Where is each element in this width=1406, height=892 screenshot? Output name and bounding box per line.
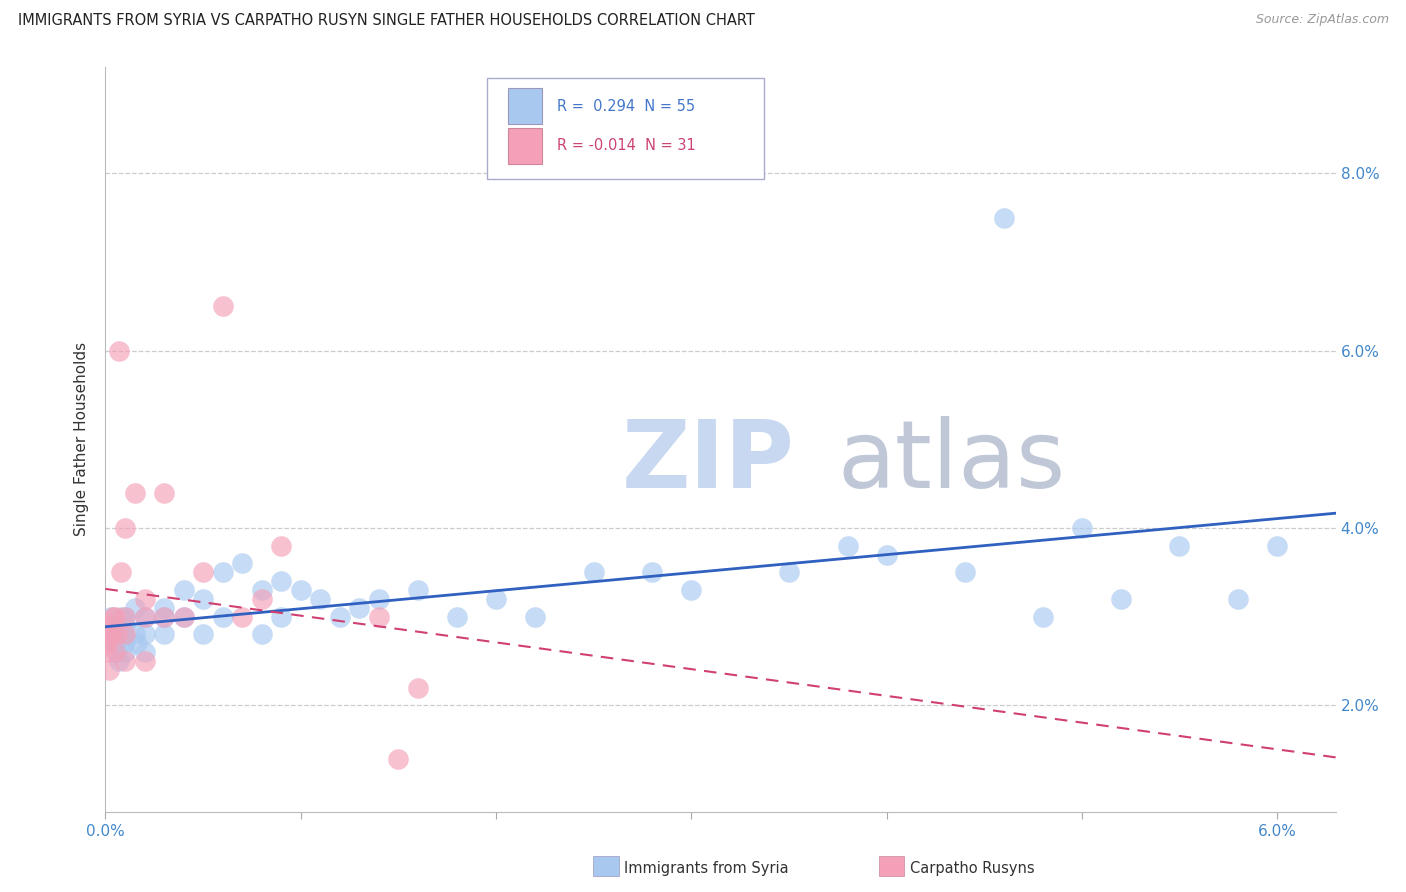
Point bbox=[309, 591, 332, 606]
Point bbox=[485, 591, 508, 606]
Point bbox=[105, 645, 128, 659]
Point bbox=[114, 627, 136, 641]
Point bbox=[96, 618, 118, 632]
Point bbox=[105, 627, 128, 641]
Text: IMMIGRANTS FROM SYRIA VS CARPATHO RUSYN SINGLE FATHER HOUSEHOLDS CORRELATION CHA: IMMIGRANTS FROM SYRIA VS CARPATHO RUSYN … bbox=[18, 13, 755, 29]
Point bbox=[114, 521, 136, 535]
Text: ZIP: ZIP bbox=[621, 416, 794, 508]
Point bbox=[114, 609, 136, 624]
Point bbox=[406, 681, 429, 695]
Point bbox=[290, 582, 312, 597]
Point bbox=[173, 582, 195, 597]
Point bbox=[270, 539, 292, 553]
Point bbox=[114, 654, 136, 668]
Point bbox=[191, 566, 214, 580]
Point bbox=[108, 343, 131, 358]
Point bbox=[778, 566, 800, 580]
Point bbox=[1265, 539, 1288, 553]
Point bbox=[96, 645, 118, 659]
Point bbox=[1168, 539, 1191, 553]
Point bbox=[114, 636, 136, 650]
Point bbox=[993, 211, 1015, 225]
Point bbox=[349, 600, 371, 615]
Point bbox=[104, 609, 127, 624]
Point bbox=[681, 582, 703, 597]
Point bbox=[110, 566, 132, 580]
Point bbox=[250, 627, 273, 641]
Point bbox=[105, 618, 128, 632]
Point bbox=[837, 539, 859, 553]
Point bbox=[114, 618, 136, 632]
Point bbox=[1227, 591, 1250, 606]
Point bbox=[96, 636, 118, 650]
Point bbox=[876, 548, 898, 562]
Point bbox=[124, 485, 146, 500]
Bar bbox=[508, 88, 543, 124]
Point bbox=[211, 299, 233, 313]
Point bbox=[103, 609, 125, 624]
Point bbox=[114, 609, 136, 624]
Point bbox=[329, 609, 352, 624]
Point bbox=[173, 609, 195, 624]
Point bbox=[114, 645, 136, 659]
Point bbox=[446, 609, 468, 624]
Point bbox=[100, 609, 122, 624]
Point bbox=[406, 582, 429, 597]
Point bbox=[641, 566, 664, 580]
Point bbox=[134, 591, 156, 606]
Bar bbox=[508, 128, 543, 164]
Point bbox=[367, 591, 389, 606]
Point bbox=[134, 645, 156, 659]
Point bbox=[270, 574, 292, 589]
Point bbox=[124, 600, 146, 615]
Point bbox=[231, 609, 253, 624]
Point bbox=[387, 751, 409, 765]
Point bbox=[211, 566, 233, 580]
Point bbox=[104, 645, 127, 659]
Point bbox=[124, 627, 146, 641]
Point bbox=[153, 485, 176, 500]
Point bbox=[153, 609, 176, 624]
Text: atlas: atlas bbox=[838, 416, 1066, 508]
Point bbox=[104, 636, 127, 650]
Point bbox=[103, 627, 125, 641]
Point bbox=[108, 654, 131, 668]
Point bbox=[953, 566, 976, 580]
Point bbox=[134, 609, 156, 624]
Point bbox=[524, 609, 547, 624]
Text: R =  0.294  N = 55: R = 0.294 N = 55 bbox=[557, 99, 695, 114]
Point bbox=[134, 609, 156, 624]
Point bbox=[134, 654, 156, 668]
Y-axis label: Single Father Households: Single Father Households bbox=[75, 343, 90, 536]
Point bbox=[98, 663, 121, 677]
Point bbox=[153, 609, 176, 624]
Point bbox=[173, 609, 195, 624]
Point bbox=[100, 627, 122, 641]
Point bbox=[153, 627, 176, 641]
Point bbox=[211, 609, 233, 624]
Point bbox=[1109, 591, 1132, 606]
Point bbox=[270, 609, 292, 624]
Point bbox=[125, 636, 148, 650]
Text: R = -0.014  N = 31: R = -0.014 N = 31 bbox=[557, 138, 696, 153]
Point bbox=[98, 627, 121, 641]
Point bbox=[250, 591, 273, 606]
Point bbox=[112, 627, 135, 641]
FancyBboxPatch shape bbox=[486, 78, 763, 178]
Point bbox=[191, 627, 214, 641]
Text: Immigrants from Syria: Immigrants from Syria bbox=[624, 862, 789, 876]
Point bbox=[134, 627, 156, 641]
Point bbox=[1070, 521, 1092, 535]
Point bbox=[250, 582, 273, 597]
Point bbox=[1032, 609, 1054, 624]
Point bbox=[153, 600, 176, 615]
Text: Source: ZipAtlas.com: Source: ZipAtlas.com bbox=[1256, 13, 1389, 27]
Point bbox=[582, 566, 605, 580]
Text: Carpatho Rusyns: Carpatho Rusyns bbox=[910, 862, 1035, 876]
Point bbox=[110, 609, 132, 624]
Point bbox=[231, 557, 253, 571]
Point bbox=[367, 609, 389, 624]
Point bbox=[191, 591, 214, 606]
